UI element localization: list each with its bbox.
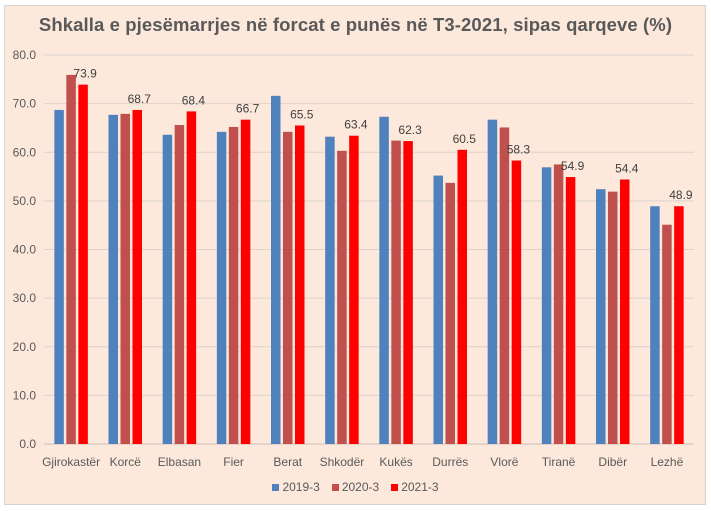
- x-tick-label: Vlorë: [490, 455, 518, 469]
- legend-label: 2019-3: [282, 480, 320, 494]
- legend-item: 2021-3: [391, 480, 439, 494]
- y-tick-label: 50.0: [13, 194, 37, 208]
- y-axis: 0.0 10.0 20.0 30.0 40.0 50.0 60.0 70.0 80.0: [13, 48, 37, 451]
- bar-2021-3-Korcë: [132, 109, 142, 444]
- legend: 2019-3 2020-3 2021-3: [0, 480, 711, 494]
- bar-2020-3-Dibër: [608, 191, 618, 444]
- data-label: 65.5: [290, 108, 314, 122]
- data-label: 54.4: [615, 161, 639, 175]
- x-tick-label: Durrës: [432, 455, 468, 469]
- bar-2019-3-Kukës: [379, 116, 389, 444]
- y-tick-label: 20.0: [13, 340, 37, 354]
- bar-2020-3-Vlorë: [499, 127, 510, 445]
- chart-title: Shkalla e pjesëmarrjes në forcat e punës…: [38, 14, 673, 35]
- x-tick-label: Lezhë: [651, 455, 684, 469]
- bar-2021-3-Kukës: [403, 141, 413, 444]
- bar-2019-3-Tiranë: [541, 167, 552, 445]
- data-label: 73.9: [73, 67, 97, 81]
- bar-2020-3-Durrës: [445, 182, 455, 445]
- data-label: 68.7: [128, 92, 152, 106]
- bar-2020-3-Lezhë: [662, 224, 672, 444]
- legend-swatch: [272, 483, 280, 491]
- bar-2019-3-Berat: [271, 95, 281, 444]
- bar-2021-3-Lezhë: [674, 206, 684, 444]
- y-tick-label: 40.0: [13, 243, 37, 257]
- data-label: 54.9: [561, 159, 585, 173]
- bar-2020-3-Fier: [228, 126, 239, 444]
- bar-2019-3-Dibër: [596, 189, 606, 444]
- bar-2019-3-Shkodër: [325, 136, 335, 444]
- data-label: 68.4: [182, 93, 206, 107]
- legend-label: 2020-3: [341, 480, 380, 494]
- y-tick-label: 70.0: [13, 97, 37, 111]
- bar-2021-3-Fier: [240, 119, 251, 444]
- bar-2019-3-Gjirokastër: [54, 109, 64, 444]
- bar-2019-3-Fier: [216, 131, 227, 444]
- data-label: 58.3: [507, 143, 531, 157]
- bar-2020-3-Tiranë: [553, 164, 564, 444]
- bar-2021-3-Shkodër: [349, 135, 359, 444]
- legend-swatch: [331, 483, 339, 491]
- legend-label: 2021-3: [401, 480, 439, 494]
- data-label: 60.5: [453, 132, 477, 146]
- bar-2020-3-Kukës: [391, 140, 401, 444]
- x-tick-label: Dibër: [598, 455, 627, 469]
- bar-2019-3-Elbasan: [162, 134, 173, 444]
- bar-2021-3-Durrës: [457, 149, 467, 444]
- x-tick-label: Elbasan: [158, 455, 201, 469]
- bar-2020-3-Korcë: [120, 113, 130, 445]
- bar-2020-3-Shkodër: [337, 150, 347, 444]
- y-tick-label: 0.0: [19, 437, 36, 451]
- x-axis: Gjirokastër Korcë Elbasan Fier Berat Shkodër K…: [42, 455, 684, 469]
- bar-2021-3-Dibër: [620, 179, 630, 445]
- bar-2021-3-Berat: [295, 125, 305, 444]
- y-tick-label: 60.0: [13, 145, 37, 159]
- y-tick-label: 80.0: [13, 48, 37, 62]
- x-tick-label: Gjirokastër: [42, 455, 100, 469]
- x-tick-label: Shkodër: [320, 455, 365, 469]
- y-tick-label: 10.0: [13, 388, 37, 402]
- bar-2021-3-Vlorë: [511, 160, 522, 445]
- bar-2020-3-Berat: [283, 131, 293, 444]
- gridlines: [44, 54, 694, 445]
- data-label: 63.4: [344, 118, 368, 132]
- data-labels: 73.9 68.7 68.4 66.7 65.5 63.4 62.3 60.5 58.3 54.9…: [73, 67, 693, 203]
- bars: [54, 74, 684, 445]
- bar-2019-3-Lezhë: [650, 206, 660, 444]
- x-tick-label: Berat: [273, 455, 302, 469]
- bar-2019-3-Korcë: [108, 114, 118, 444]
- bar-2020-3-Elbasan: [174, 125, 185, 445]
- data-label: 62.3: [398, 123, 422, 137]
- data-label: 48.9: [669, 188, 693, 202]
- bar-2021-3-Elbasan: [186, 111, 197, 444]
- legend-swatch: [391, 483, 399, 491]
- bar-2019-3-Vlorë: [487, 119, 498, 444]
- legend-item: 2020-3: [331, 480, 380, 494]
- x-tick-label: Fier: [223, 455, 244, 469]
- bar-2020-3-Gjirokastër: [66, 74, 76, 444]
- legend-item: 2019-3: [272, 480, 320, 494]
- x-tick-label: Kukës: [379, 455, 412, 469]
- bar-2021-3-Gjirokastër: [78, 84, 88, 444]
- data-label: 66.7: [236, 102, 260, 116]
- bar-2019-3-Durrës: [433, 175, 443, 444]
- x-tick-label: Tiranë: [542, 455, 576, 469]
- y-tick-label: 30.0: [13, 291, 37, 305]
- x-tick-label: Korcë: [110, 455, 142, 469]
- bar-2021-3-Tiranë: [565, 177, 576, 444]
